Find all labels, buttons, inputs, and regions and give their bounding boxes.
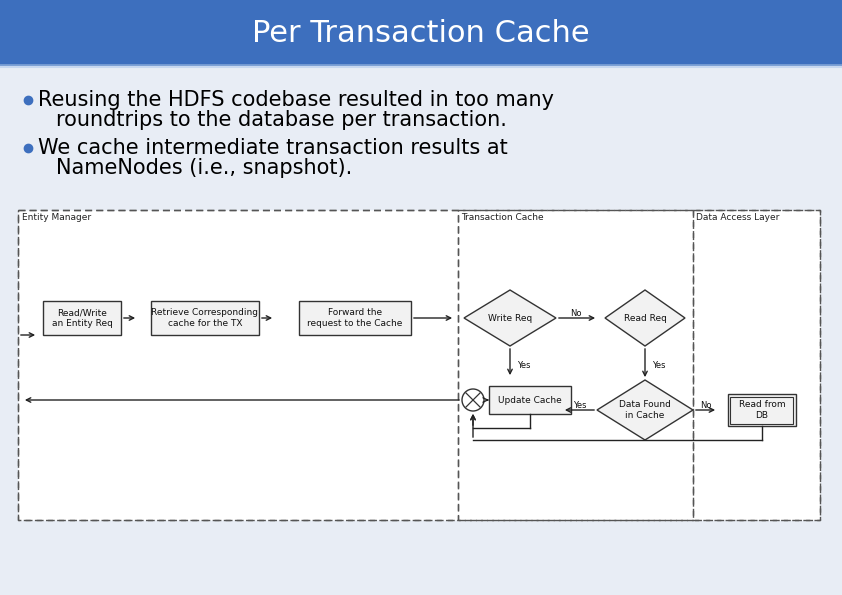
Bar [728, 394, 796, 426]
Text: Read/Write
an Entity Req: Read/Write an Entity Req [51, 308, 113, 328]
Text: Write Req: Write Req [488, 314, 532, 322]
Bar [489, 386, 571, 414]
Text: Transaction Cache: Transaction Cache [461, 213, 544, 222]
Bar [18, 210, 458, 520]
Text: We cache intermediate transaction results at: We cache intermediate transaction result… [38, 138, 508, 158]
Text: No: No [701, 400, 711, 409]
Text: Yes: Yes [652, 361, 665, 369]
Text: Reusing the HDFS codebase resulted in too many: Reusing the HDFS codebase resulted in to… [38, 90, 554, 110]
Polygon shape [605, 290, 685, 346]
Text: Forward the
request to the Cache: Forward the request to the Cache [307, 308, 402, 328]
Circle shape [462, 389, 484, 411]
Polygon shape [464, 290, 556, 346]
Bar [18, 210, 820, 520]
Bar [43, 301, 121, 335]
Polygon shape [597, 380, 693, 440]
Text: No: No [570, 308, 582, 318]
Bar [458, 210, 693, 520]
Text: Read Req: Read Req [624, 314, 666, 322]
Text: Data Found
in Cache: Data Found in Cache [619, 400, 671, 419]
Bar [731, 396, 793, 424]
Text: Update Cache: Update Cache [498, 396, 562, 405]
Text: Retrieve Corresponding
cache for the TX: Retrieve Corresponding cache for the TX [152, 308, 258, 328]
Text: roundtrips to the database per transaction.: roundtrips to the database per transacti… [56, 110, 507, 130]
Text: Entity Manager: Entity Manager [22, 213, 91, 222]
Bar [299, 301, 411, 335]
Bar [693, 210, 820, 520]
Text: Yes: Yes [573, 400, 587, 409]
Text: Yes: Yes [517, 361, 530, 369]
Text: Per Transaction Cache: Per Transaction Cache [253, 18, 589, 48]
Bar [151, 301, 259, 335]
Bar [0, 0, 842, 65]
Text: Read from
DB: Read from DB [738, 400, 786, 419]
Text: Data Access Layer: Data Access Layer [695, 213, 779, 222]
Text: NameNodes (i.e., snapshot).: NameNodes (i.e., snapshot). [56, 158, 352, 178]
